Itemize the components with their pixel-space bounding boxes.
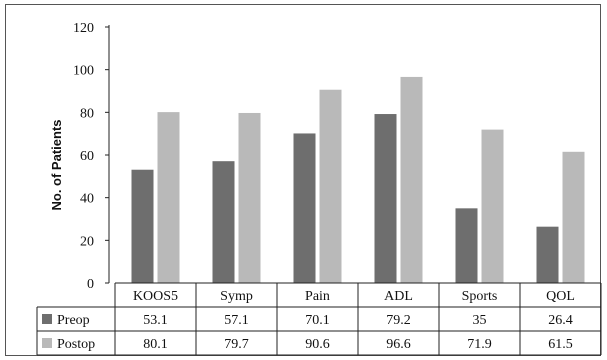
data-label: 79.7 [224, 337, 249, 352]
y-tick-label: 40 [80, 192, 94, 207]
data-label: 61.5 [548, 337, 573, 352]
y-tick-label: 60 [80, 149, 94, 164]
data-label: 35 [473, 313, 487, 328]
x-category-label: Sports [462, 289, 498, 304]
data-label: 96.6 [386, 337, 411, 352]
bar-preop-sports [455, 208, 478, 283]
bars [131, 76, 585, 284]
bar-preop-symp [212, 161, 235, 283]
y-tick-label: 80 [80, 106, 94, 121]
bar-preop-qol [536, 226, 559, 283]
x-category-label: ADL [384, 289, 413, 304]
bar-postop-symp [238, 112, 261, 284]
data-label: 79.2 [386, 313, 411, 328]
data-label: 57.1 [224, 313, 249, 328]
y-axis-label: No. of Patients [49, 119, 64, 210]
bar-preop-pain [293, 133, 316, 283]
y-axis: 0 20 40 60 80 100 120 [73, 21, 110, 292]
y-tick-label: 100 [73, 64, 94, 79]
y-tick-label: 20 [80, 234, 94, 249]
bar-preop-adl [374, 114, 397, 283]
y-tick-label: 0 [87, 277, 94, 292]
x-category-label: QOL [546, 289, 575, 304]
bar-postop-sports [481, 129, 504, 283]
x-category-label: KOOS5 [133, 289, 178, 304]
data-label: 71.9 [467, 337, 492, 352]
y-tick-label: 120 [73, 21, 94, 36]
bar-postop-adl [400, 76, 423, 283]
legend-swatch-preop [42, 314, 52, 324]
data-table: KOOS5 Symp Pain ADL Sports QOL Preop 53.1 57.1 70… [36, 282, 602, 356]
x-category-label: Symp [220, 289, 253, 304]
data-label: 70.1 [305, 313, 330, 328]
x-category-label: Pain [305, 289, 330, 304]
data-label: 26.4 [548, 313, 573, 328]
data-label: 53.1 [143, 313, 168, 328]
data-label: 90.6 [305, 337, 330, 352]
bar-preop-koos5 [131, 169, 154, 283]
legend-label: Preop [57, 313, 90, 328]
legend-swatch-postop [42, 338, 52, 348]
bar-postop-pain [319, 89, 342, 283]
bar-postop-qol [562, 151, 585, 283]
data-label: 80.1 [143, 337, 168, 352]
legend-label: Postop [57, 337, 95, 352]
bar-postop-koos5 [157, 112, 180, 284]
